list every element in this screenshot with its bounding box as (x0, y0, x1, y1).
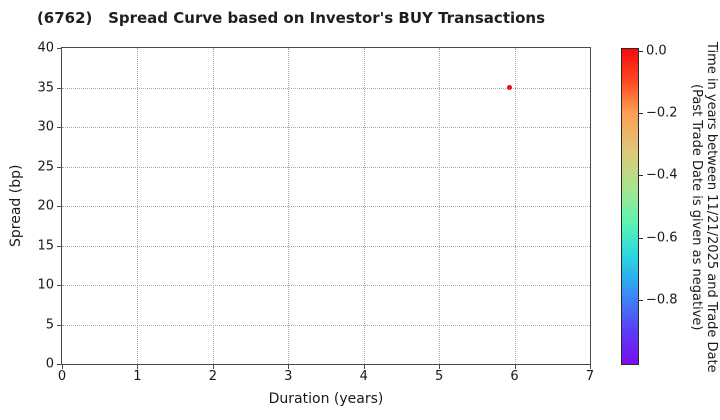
y-tick-mark (57, 285, 61, 286)
x-tick-mark (288, 365, 290, 369)
colorbar-tick-label: −0.8 (646, 292, 678, 307)
colorbar-tick-mark (639, 299, 643, 301)
y-tick-label: 20 (37, 198, 54, 214)
x-tick-mark (137, 365, 139, 369)
x-tick-label: 6 (510, 369, 519, 384)
colorbar-tick-mark (639, 237, 643, 239)
y-tick-mark (57, 324, 61, 326)
y-tick-label: 10 (37, 277, 54, 293)
y-tick-mark (57, 364, 61, 365)
colorbar-label-line2: (Past Trade Date is given as negative) (689, 83, 705, 331)
x-tick-label: 1 (133, 369, 142, 384)
x-tick-mark (439, 365, 441, 369)
x-tick-mark (514, 365, 516, 369)
gridline-horizontal (62, 87, 590, 89)
gridline-horizontal (62, 324, 590, 326)
data-point (506, 85, 512, 90)
x-tick-mark (62, 365, 63, 369)
colorbar-label: Time in years between 11/21/2025 and Tra… (689, 38, 719, 376)
y-tick-mark (57, 166, 61, 168)
y-tick-mark (57, 245, 61, 247)
x-tick-label: 3 (284, 369, 293, 384)
x-tick-label: 7 (585, 369, 595, 384)
x-tick-mark (363, 365, 365, 369)
colorbar-label-line1: Time in years between 11/21/2025 and Tra… (704, 41, 719, 373)
gridline-horizontal (62, 127, 590, 128)
colorbar-tick-label: −0.2 (646, 105, 678, 121)
x-tick-label: 4 (359, 369, 368, 384)
x-tick-label: 2 (208, 369, 217, 384)
gridline-horizontal (62, 245, 590, 247)
colorbar-tick-mark (639, 175, 643, 177)
y-tick-mark (57, 87, 61, 89)
y-tick-label: 25 (37, 159, 54, 174)
y-tick-mark (57, 48, 61, 49)
y-tick-label: 15 (37, 238, 54, 253)
gridline-horizontal (62, 206, 590, 207)
y-tick-label: 35 (37, 80, 54, 95)
y-tick-mark (57, 127, 61, 128)
y-tick-label: 5 (45, 317, 54, 332)
y-tick-label: 40 (37, 40, 54, 56)
colorbar-tick-label: −0.6 (646, 230, 678, 245)
colorbar (621, 48, 639, 365)
colorbar-tick-mark (639, 113, 643, 115)
y-tick-label: 30 (37, 119, 54, 135)
gridline-horizontal (62, 166, 590, 168)
chart-title: (6762) Spread Curve based on Investor's … (36, 9, 546, 27)
x-tick-mark (212, 365, 214, 369)
x-tick-label: 5 (435, 369, 444, 384)
y-tick-mark (57, 206, 61, 207)
x-axis-label: Duration (years) (268, 391, 384, 407)
gridline-horizontal (62, 285, 590, 286)
plot-area (61, 47, 591, 365)
colorbar-tick-mark (639, 51, 643, 53)
y-tick-label: 0 (45, 356, 54, 372)
x-tick-label: 0 (57, 369, 67, 384)
x-tick-mark (590, 365, 591, 369)
colorbar-tick-label: 0.0 (646, 43, 667, 59)
colorbar-tick-label: −0.4 (646, 167, 678, 183)
